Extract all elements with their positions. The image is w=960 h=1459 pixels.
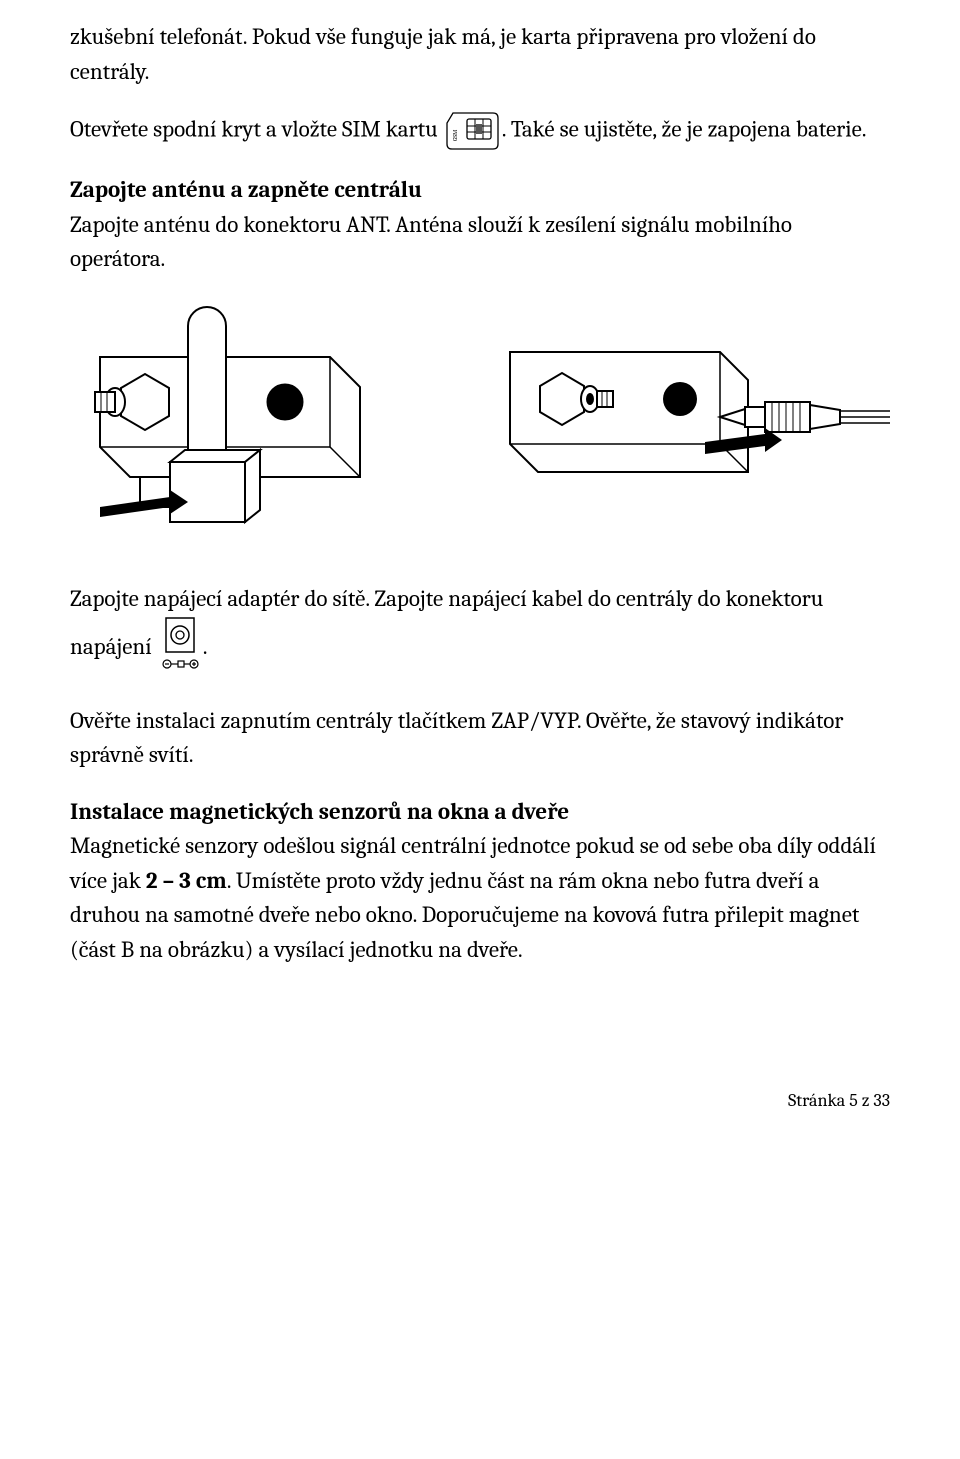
heading-antenna-text: Zapojte anténu a zapněte centrálu [70,176,422,203]
sim-card-icon: GSM [445,111,500,151]
paragraph-power: Zapojte napájecí adaptér do sítě. Zapojt… [70,582,890,682]
text-power-after: . [203,633,208,660]
paragraph-intro: zkušební telefonát. Pokud vše funguje ja… [70,20,890,89]
section-sensors: Instalace magnetických senzorů na okna a… [70,795,890,968]
heading-antenna: Zapojte anténu a zapněte centrálu Zapojt… [70,173,890,277]
paragraph-verify: Ověřte instalaci zapnutím centrály tlačí… [70,704,890,773]
illustration-row [70,302,890,532]
text-sim-before: Otevřete spodní kryt a vložte SIM kartu [70,115,443,142]
svg-text:GSM: GSM [452,129,459,141]
text-sensors-bold: 2 – 3 cm [146,867,227,894]
page-footer: Stránka 5 z 33 [70,1087,890,1114]
illustration-antenna-mount [70,302,460,532]
heading-sensors: Instalace magnetických senzorů na okna a… [70,798,569,825]
paragraph-sim: Otevřete spodní kryt a vložte SIM kartu … [70,111,890,151]
text-sim-after: . Také se ujistěte, že je zapojena bater… [502,115,867,142]
paragraph-antenna: Zapojte anténu do konektoru ANT. Anténa … [70,211,792,273]
power-connector-icon [160,616,200,682]
illustration-cable-plug [490,317,890,517]
